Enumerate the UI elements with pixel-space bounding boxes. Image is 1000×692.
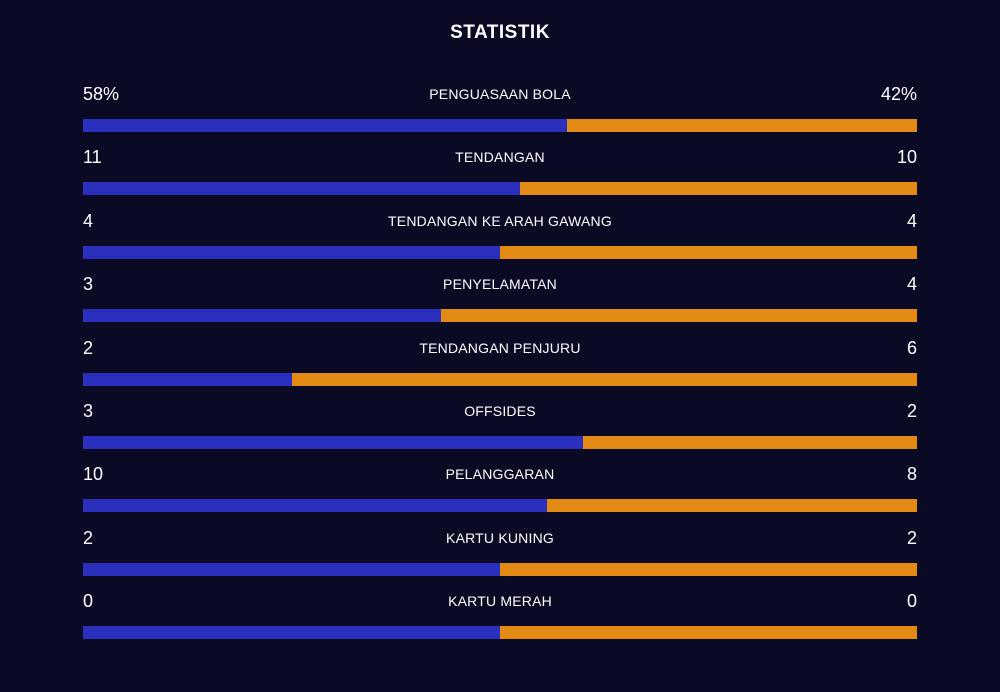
- stat-header: 11 TENDANGAN 10: [83, 143, 917, 171]
- stat-home-value: 58%: [83, 84, 120, 104]
- stat-row: 2 KARTU KUNING 2: [83, 524, 917, 587]
- stat-home-value: 4: [83, 210, 94, 231]
- stat-header: 58% PENGUASAAN BOLA 42%: [83, 80, 917, 108]
- stat-row: 11 TENDANGAN 10: [83, 143, 917, 206]
- stat-label: OFFSIDES: [464, 402, 536, 419]
- stat-home-value: 3: [83, 274, 94, 295]
- stat-label: PELANGGARAN: [445, 466, 555, 483]
- bar-home-segment: [83, 245, 500, 259]
- stat-row: 0 KARTU MERAH 0: [83, 587, 917, 650]
- stat-home-value: 3: [83, 400, 94, 421]
- bar-away-segment: [546, 499, 917, 513]
- bar-home-segment: [83, 372, 292, 386]
- stat-row: 3 PENYELAMATAN 4: [83, 270, 917, 333]
- stat-comparison-bar: [83, 372, 917, 386]
- stat-home-value: 2: [83, 527, 94, 548]
- stat-label: KARTU KUNING: [446, 529, 554, 546]
- stat-comparison-bar: [83, 499, 917, 513]
- stat-label: TENDANGAN: [455, 149, 545, 166]
- stat-row: 58% PENGUASAAN BOLA 42%: [83, 80, 917, 143]
- bar-home-segment: [83, 309, 441, 323]
- stats-list: 58% PENGUASAAN BOLA 42% 11 TENDANGAN 10 4 TENDA…: [83, 80, 917, 651]
- stat-row: 2 TENDANGAN PENJURU 6: [83, 334, 917, 397]
- stat-label: PENYELAMATAN: [443, 276, 557, 293]
- stat-home-value: 11: [83, 147, 102, 168]
- bar-away-segment: [583, 435, 917, 449]
- stat-home-value: 2: [83, 337, 94, 358]
- bar-away-segment: [500, 245, 917, 259]
- bar-home-segment: [83, 626, 500, 640]
- bar-home-segment: [83, 435, 584, 449]
- stat-away-value: 4: [906, 210, 917, 231]
- bar-home-segment: [83, 119, 567, 132]
- stat-away-value: 6: [906, 337, 917, 358]
- bar-home-segment: [83, 562, 500, 576]
- stat-comparison-bar: [83, 119, 917, 132]
- stat-comparison-bar: [83, 562, 917, 576]
- stat-comparison-bar: [83, 245, 917, 259]
- stat-label: TENDANGAN KE ARAH GAWANG: [388, 212, 612, 229]
- stat-header: 4 TENDANGAN KE ARAH GAWANG 4: [83, 207, 917, 235]
- page-title: STATISTIK: [450, 22, 550, 43]
- stat-header: 2 TENDANGAN PENJURU 6: [83, 334, 917, 362]
- stat-home-value: 0: [83, 591, 94, 612]
- bar-home-segment: [83, 182, 521, 196]
- bar-away-segment: [440, 309, 917, 323]
- stat-header: 2 KARTU KUNING 2: [83, 524, 917, 552]
- stat-header: 3 PENYELAMATAN 4: [83, 270, 917, 298]
- bar-home-segment: [83, 499, 547, 513]
- stat-away-value: 2: [906, 527, 917, 548]
- stat-away-value: 10: [896, 147, 917, 168]
- stat-comparison-bar: [83, 182, 917, 196]
- stat-comparison-bar: [83, 435, 917, 449]
- stat-away-value: 0: [906, 591, 917, 612]
- stat-comparison-bar: [83, 626, 917, 640]
- bar-away-segment: [500, 562, 917, 576]
- stat-home-value: 10: [83, 464, 104, 485]
- stat-away-value: 42%: [880, 84, 917, 104]
- stat-away-value: 2: [906, 400, 917, 421]
- stat-away-value: 4: [906, 274, 917, 295]
- stat-header: 0 KARTU MERAH 0: [83, 587, 917, 615]
- stat-header: 3 OFFSIDES 2: [83, 397, 917, 425]
- bar-away-segment: [500, 626, 917, 640]
- bar-away-segment: [291, 372, 917, 386]
- bar-away-segment: [566, 119, 917, 132]
- stat-away-value: 8: [906, 464, 917, 485]
- stat-row: 3 OFFSIDES 2: [83, 397, 917, 460]
- stat-comparison-bar: [83, 309, 917, 323]
- stat-label: PENGUASAAN BOLA: [429, 86, 571, 102]
- stat-label: KARTU MERAH: [448, 593, 552, 610]
- bar-away-segment: [520, 182, 917, 196]
- stat-header: 10 PELANGGARAN 8: [83, 460, 917, 488]
- stat-row: 4 TENDANGAN KE ARAH GAWANG 4: [83, 207, 917, 270]
- stat-row: 10 PELANGGARAN 8: [83, 460, 917, 523]
- stat-label: TENDANGAN PENJURU: [419, 339, 581, 356]
